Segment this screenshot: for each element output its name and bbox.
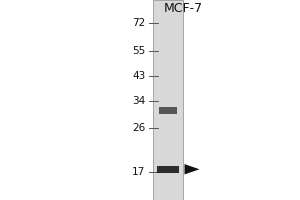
Text: 43: 43 [132, 71, 146, 81]
Bar [157, 166, 179, 173]
Text: MCF-7: MCF-7 [164, 2, 202, 15]
Bar [153, 0, 183, 200]
Bar [159, 107, 177, 114]
Text: 72: 72 [132, 18, 146, 28]
Text: 55: 55 [132, 46, 146, 56]
Text: 17: 17 [132, 167, 146, 177]
Text: 34: 34 [132, 96, 146, 106]
Polygon shape [184, 164, 200, 174]
Text: 26: 26 [132, 123, 146, 133]
